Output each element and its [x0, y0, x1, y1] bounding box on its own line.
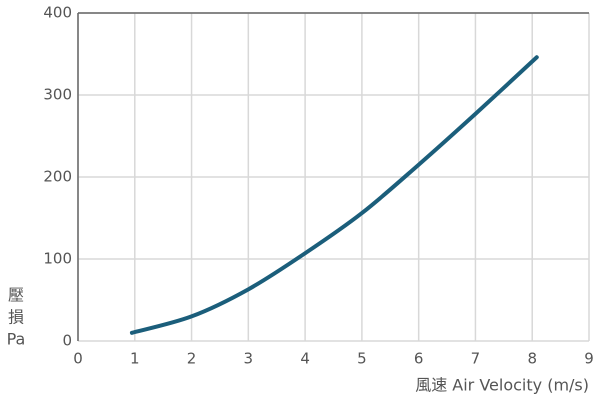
- y-tick-label: 400: [43, 4, 72, 22]
- x-tick-label: 4: [300, 350, 310, 368]
- y-tick-label: 100: [43, 250, 72, 268]
- y-tick-label: 0: [62, 332, 72, 350]
- y-axis-label: Pa: [7, 330, 26, 349]
- data-line: [129, 55, 539, 335]
- x-tick-label: 9: [584, 350, 594, 368]
- x-tick-label: 2: [187, 350, 197, 368]
- x-tick-label: 8: [527, 350, 537, 368]
- x-tick-label: 1: [130, 350, 140, 368]
- y-axis-label: 壓: [8, 286, 24, 305]
- x-axis-label: 風速 Air Velocity (m/s): [415, 376, 589, 395]
- x-tick-label: 3: [244, 350, 254, 368]
- x-tick-label: 0: [73, 350, 83, 368]
- x-tick-label: 6: [414, 350, 424, 368]
- y-tick-label: 300: [43, 86, 72, 104]
- y-axis-label: 損: [8, 308, 24, 327]
- x-tick-label: 7: [471, 350, 481, 368]
- y-tick-label: 200: [43, 168, 72, 186]
- x-tick-label: 5: [357, 350, 367, 368]
